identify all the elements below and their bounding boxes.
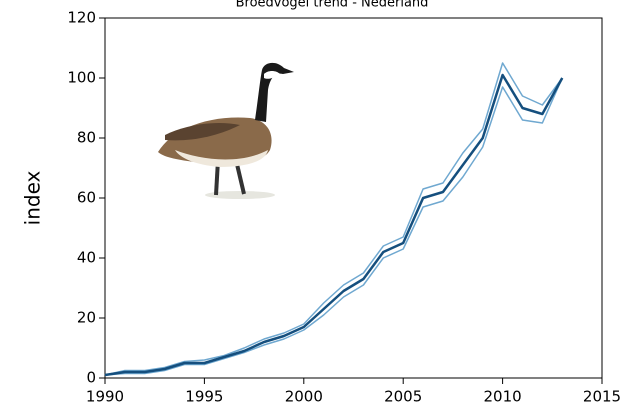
- x-tick-label: 2000: [285, 388, 323, 406]
- x-tick-label: 1990: [86, 388, 124, 406]
- x-tick-label: 2015: [583, 388, 620, 406]
- x-tick-label: 1995: [185, 388, 223, 406]
- x-tick-label: 2005: [384, 388, 422, 406]
- y-tick-label: 120: [67, 9, 96, 27]
- series-line: [104, 77, 563, 376]
- series-line: [104, 62, 563, 376]
- y-tick-label: 40: [77, 249, 96, 267]
- y-tick-label: 100: [67, 69, 96, 87]
- y-tick-label: 0: [86, 369, 96, 387]
- y-tick-label: 80: [77, 129, 96, 147]
- y-tick-label: 20: [77, 309, 96, 327]
- x-tick-label: 2010: [484, 388, 522, 406]
- goose-illustration: [158, 62, 294, 199]
- plot-frame: [104, 17, 603, 379]
- series-line: [104, 73, 564, 377]
- y-tick-label: 60: [77, 189, 96, 207]
- chart-title: Broedvogel trend - Nederland: [236, 0, 429, 11]
- y-axis-label: index: [21, 170, 45, 225]
